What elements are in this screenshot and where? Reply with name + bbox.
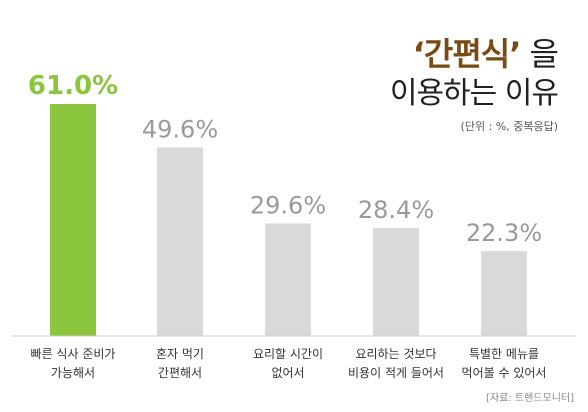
value-label-4: 22.3% xyxy=(466,219,542,247)
title-rest: 을 xyxy=(529,35,559,73)
category-label-1-line-1: 간편해서 xyxy=(158,366,202,380)
bar-2 xyxy=(265,223,311,336)
title-accent: ‘간편식’ xyxy=(412,35,522,73)
value-labels-group: 61.0% 49.6% 29.6% 28.4% 22.3% xyxy=(28,71,542,247)
category-label-0-line-0: 빠른 식사 준비가 xyxy=(31,347,116,361)
category-label-0-line-1: 가능해서 xyxy=(51,366,95,380)
bar-3 xyxy=(373,227,419,336)
title-line-1: ‘간편식’ 을 xyxy=(390,34,559,74)
chart-title: ‘간편식’ 을 이용하는 이유 (단위 : %, 중복응답) xyxy=(389,34,559,134)
value-label-3: 28.4% xyxy=(358,196,434,224)
title-line-2: 이용하는 이유 xyxy=(389,76,559,111)
bar-0 xyxy=(50,104,96,336)
value-label-1: 49.6% xyxy=(142,115,218,143)
category-label-3-line-0: 요리하는 것보다 xyxy=(355,347,436,361)
value-label-2: 29.6% xyxy=(250,191,326,219)
unit-note: (단위 : %, 중복응답) xyxy=(460,120,558,133)
bars-group xyxy=(50,104,527,336)
bar-4 xyxy=(481,251,527,336)
source-note: [자료: 트렌드모니터] xyxy=(486,393,574,404)
value-label-0: 61.0% xyxy=(28,71,118,101)
bar-1 xyxy=(157,147,203,336)
category-label-4-line-1: 먹어볼 수 있어서 xyxy=(462,366,547,380)
category-label-3-line-1: 비용이 적게 들어서 xyxy=(348,366,444,380)
category-label-2-line-0: 요리할 시간이 xyxy=(253,347,323,361)
category-label-4-line-0: 특별한 메뉴를 xyxy=(469,347,539,361)
category-label-1-line-0: 혼자 먹기 xyxy=(156,347,204,361)
category-label-2-line-1: 없어서 xyxy=(271,366,304,380)
